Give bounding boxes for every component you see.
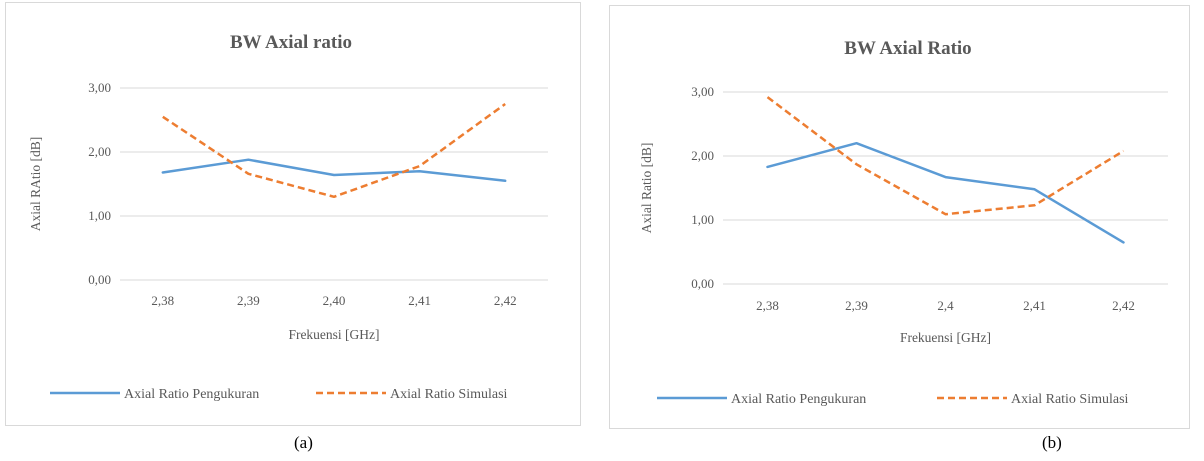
x-tick-label: 2,41 <box>408 293 431 308</box>
x-tick-label: 2,38 <box>151 293 174 308</box>
legend-label: Axial Ratio Simulasi <box>1011 392 1129 407</box>
y-tick-label: 0,00 <box>88 272 111 287</box>
y-tick-label: 1,00 <box>88 208 111 223</box>
x-tick-label: 2,41 <box>1023 298 1046 313</box>
series-line-pengukuran <box>161 158 507 183</box>
x-tick-label: 2,42 <box>1112 298 1135 313</box>
x-axis-title: Frekuensi [GHz] <box>288 327 379 342</box>
caption-a: (a) <box>294 433 313 452</box>
legend-label: Axial Ratio Pengukuran <box>731 392 866 407</box>
x-axis-title: Frekuensi [GHz] <box>900 330 991 345</box>
y-axis-title: Axial RAtio [dB] <box>28 137 43 232</box>
x-tick-label: 2,4 <box>937 298 954 313</box>
x-tick-label: 2,39 <box>237 293 260 308</box>
chart-frame <box>609 5 1190 429</box>
chart-frame <box>5 2 581 426</box>
x-tick-label: 2,42 <box>494 293 517 308</box>
chart-a-svg: BW Axial ratio 0,00 1,00 2,00 3,00 2,38 2,39 2,… <box>28 32 548 402</box>
x-tick-label: 2,40 <box>323 293 346 308</box>
y-tick-label: 2,00 <box>691 148 714 163</box>
legend-label: Axial Ratio Simulasi <box>390 387 508 402</box>
y-axis-title: Axial Ratio [dB] <box>639 143 654 234</box>
chart-title: BW Axial ratio <box>230 32 352 53</box>
y-tick-label: 1,00 <box>691 212 714 227</box>
y-tick-label: 3,00 <box>88 80 111 95</box>
legend-label: Axial Ratio Pengukuran <box>124 387 259 402</box>
y-tick-label: 3,00 <box>691 84 714 99</box>
chart-title: BW Axial Ratio <box>844 38 971 59</box>
x-tick-label: 2,38 <box>756 298 779 313</box>
series-line-simulasi <box>766 96 1125 216</box>
chart-b-svg: BW Axial Ratio 0,00 1,00 2,00 3,00 2,38 2,39 2,… <box>639 38 1168 407</box>
chart-panel-a: BW Axial ratio 0,00 1,00 2,00 3,00 2,38 2,39 2,… <box>0 0 585 461</box>
series-line-simulasi <box>162 102 506 199</box>
y-tick-label: 0,00 <box>691 276 714 291</box>
caption-b: (b) <box>1042 433 1062 452</box>
y-tick-label: 2,00 <box>88 144 111 159</box>
chart-panel-b: BW Axial Ratio 0,00 1,00 2,00 3,00 2,38 2,39 2,… <box>605 0 1204 461</box>
series-line-pengukuran <box>766 141 1125 244</box>
x-tick-label: 2,39 <box>845 298 868 313</box>
